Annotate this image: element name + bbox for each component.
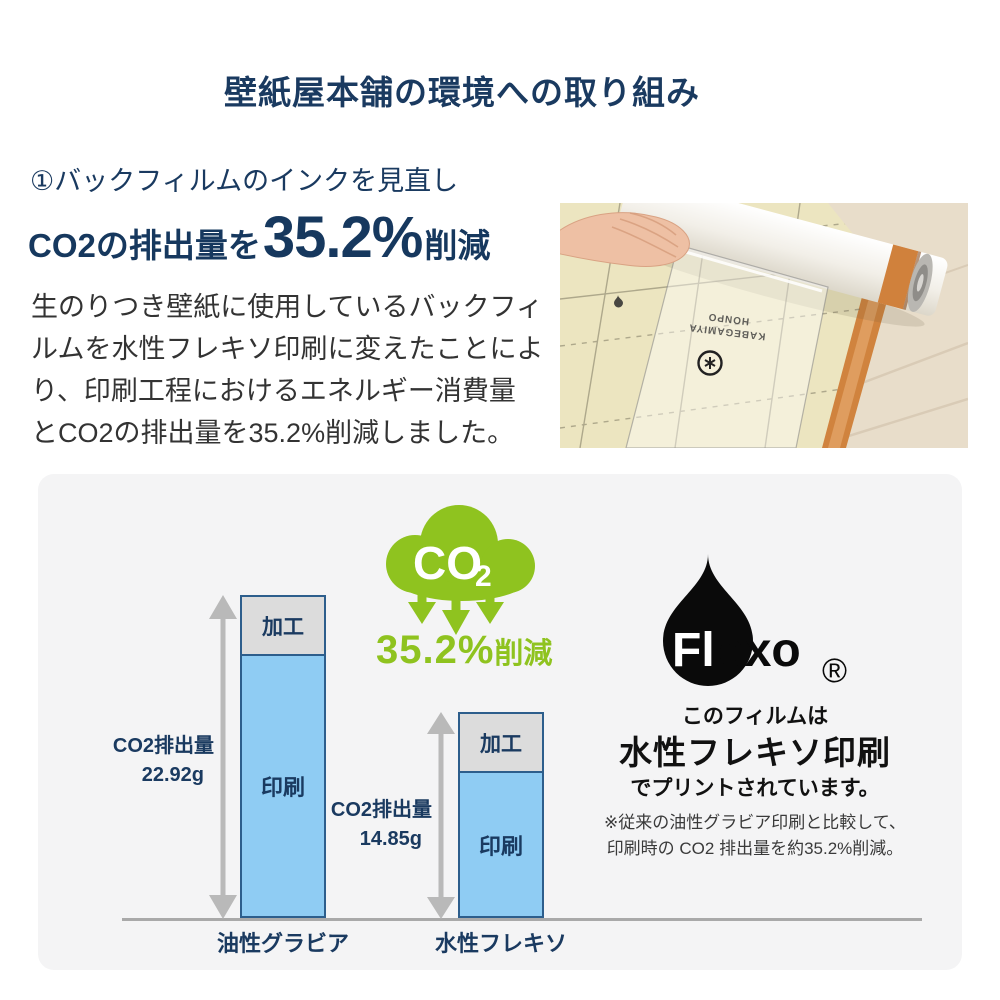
gravure-total-label: CO2排出量 22.92g	[68, 732, 214, 790]
wallpaper-roll	[616, 203, 948, 316]
flexo-logo-exo: exo	[718, 624, 801, 677]
flexo-caption-line3: でプリントされています。	[630, 777, 880, 800]
headline-prefix: CO2の排出量を	[28, 227, 261, 264]
intro-paragraph: 生のりつき壁紙に使用しているバックフィ ルムを水性フレキソ印刷に変えたことによ …	[31, 292, 544, 448]
flexo-total-label: CO2排出量 14.85g	[286, 796, 432, 854]
bar-gravure-processing-segment: 加工	[240, 595, 326, 656]
flexo-caption-line2: 水性フレキソ印刷	[619, 734, 891, 771]
measure-arrow-flexo	[427, 712, 455, 919]
hand	[560, 212, 690, 267]
flexo-logo: Fl exo ®	[663, 554, 847, 688]
headline-suffix: 削減	[424, 227, 491, 264]
flexo-amount-value: 14.85g	[359, 828, 422, 850]
film-brand-line2: HONPO	[707, 311, 750, 327]
bar-gravure: 加工 印刷	[240, 595, 326, 918]
reduction-label: 削減	[494, 638, 553, 670]
co2-reduction-headline: CO2の排出量を 35.2% 削減	[28, 204, 490, 271]
flexo-amount-caption: CO2排出量	[330, 799, 432, 821]
infographic-card: CO 2 35.2% 削減 加工 印刷 加工 印刷 CO2排出量	[38, 474, 962, 970]
bar-flexo-processing-segment: 加工	[458, 712, 544, 773]
flexo-caption-line1: このフィルムは	[681, 705, 829, 728]
section-heading: ①バックフィルムのインクを見直し	[30, 166, 459, 196]
reduction-percentage: 35.2%	[376, 628, 495, 672]
category-flexo: 水性フレキソ	[434, 931, 567, 956]
product-photo: KABEGAMIYA HONPO	[560, 203, 968, 448]
co2-cloud-icon: CO 2	[386, 505, 535, 635]
category-gravure: 油性グラビア	[216, 931, 349, 956]
water-drop-icon	[663, 554, 753, 686]
gravure-amount-caption: CO2排出量	[112, 735, 214, 757]
flexo-footnote: ※従来の油性グラビア印刷と比較して、 印刷時の CO2 排出量を約35.2%削減…	[604, 813, 906, 858]
registered-trademark-icon: ®	[822, 652, 847, 688]
protective-film: KABEGAMIYA HONPO	[625, 244, 829, 448]
reduction-callout: 35.2% 削減	[376, 628, 552, 673]
chart-baseline	[122, 918, 922, 921]
headline-percentage: 35.2%	[262, 205, 423, 270]
cloud-co2-subscript: 2	[475, 560, 492, 593]
flexo-logo-fl: Fl	[672, 624, 715, 677]
measure-arrow-gravure	[209, 595, 237, 919]
print-drop-mark	[614, 295, 623, 308]
bar-flexo-printing-segment: 印刷	[458, 773, 544, 918]
bar-flexo: 加工 印刷	[458, 712, 544, 918]
page-title: 壁紙屋本舗の環境への取り組み	[224, 74, 700, 111]
film-logo-stamp	[697, 350, 723, 376]
cloud-co2-text: CO	[413, 537, 482, 589]
bar-gravure-printing-segment: 印刷	[240, 656, 326, 918]
gravure-amount-value: 22.92g	[141, 764, 204, 786]
